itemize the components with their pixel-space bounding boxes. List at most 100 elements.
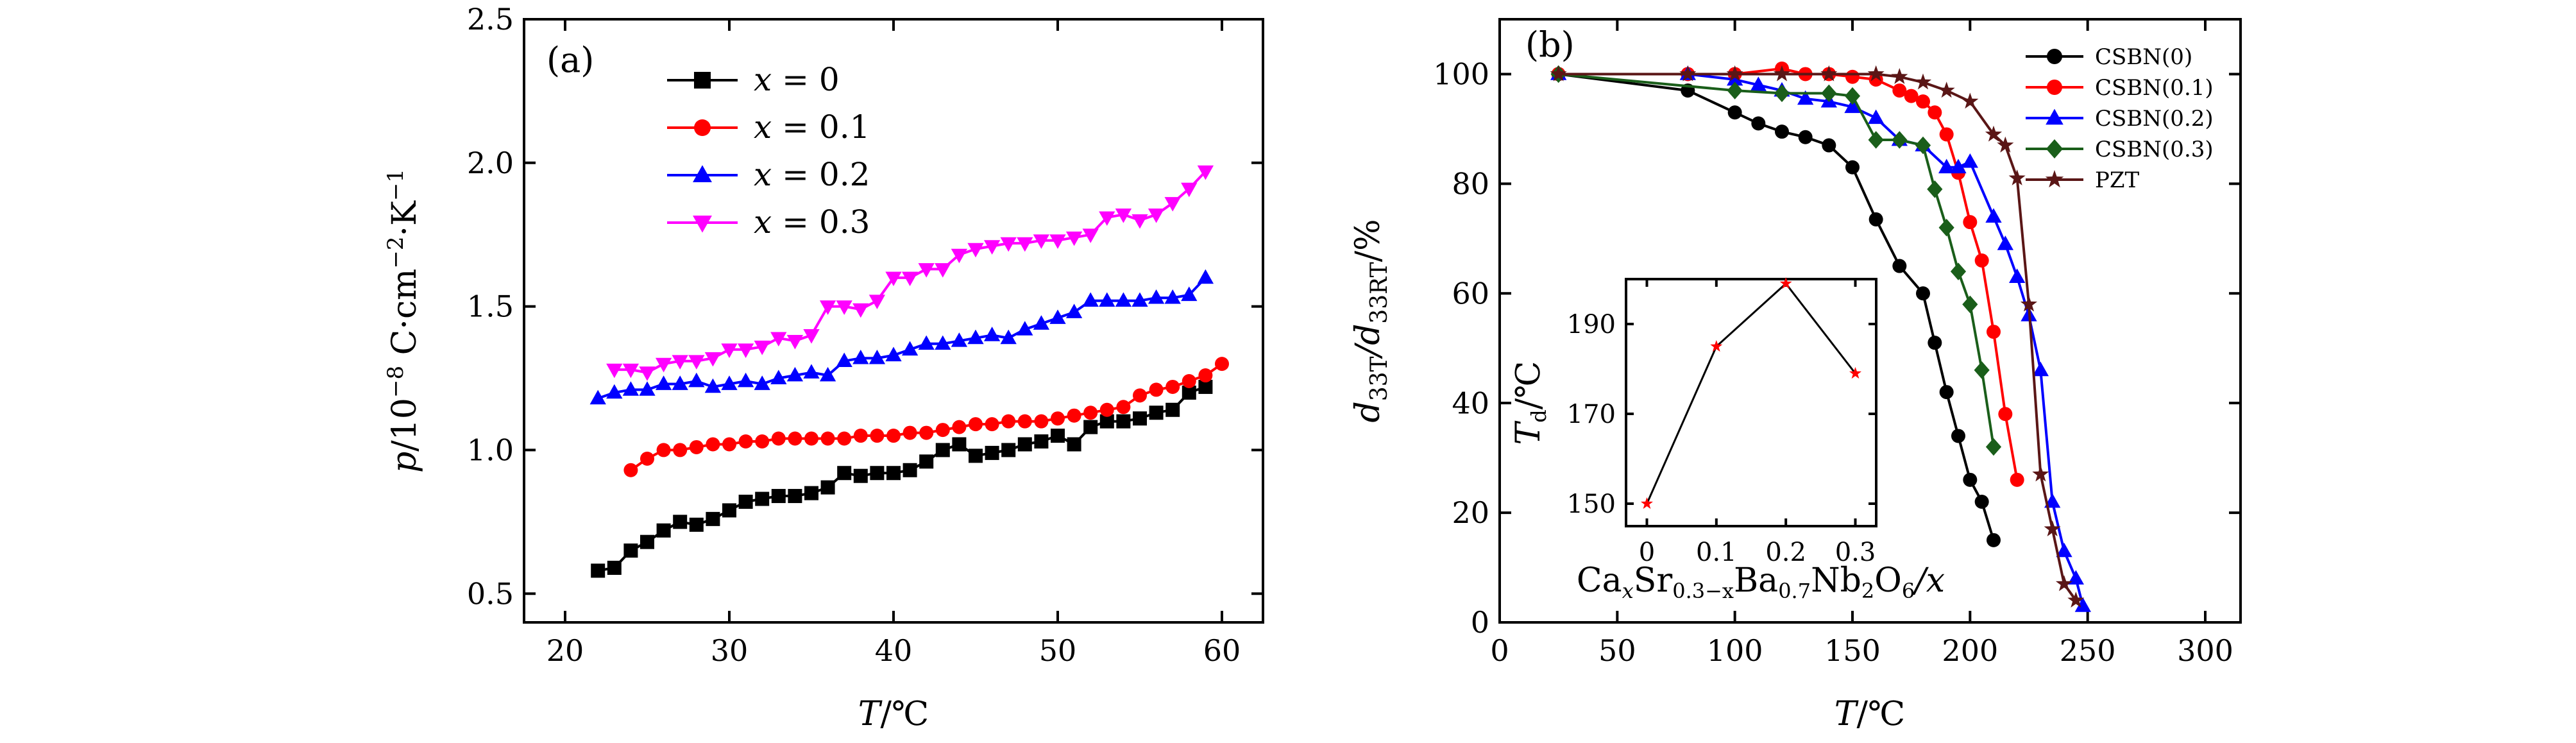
chart-b-xlabel: T/℃ (1835, 695, 1905, 733)
data-point (738, 434, 753, 448)
data-point (1067, 437, 1081, 452)
data-point (2010, 472, 2024, 487)
x-tick-label: 0.1 (1696, 538, 1737, 567)
data-point (1198, 379, 1213, 394)
data-point (1868, 131, 1884, 149)
data-point (804, 431, 818, 446)
data-point (755, 434, 770, 448)
y-tick-label: 60 (1452, 276, 1489, 311)
data-point (918, 263, 935, 278)
data-point (1868, 109, 1885, 124)
data-point (655, 375, 672, 390)
data-point (1963, 215, 1978, 230)
data-point (722, 437, 736, 452)
x-tick-label: 20 (547, 633, 584, 668)
data-point (1938, 158, 1955, 174)
data-point (1017, 437, 1032, 452)
data-point (673, 515, 688, 529)
series-line (597, 277, 1207, 400)
data-point (902, 425, 917, 440)
data-point (1017, 414, 1032, 429)
data-point (721, 343, 738, 358)
inset-background (1626, 279, 1876, 526)
data-point (1082, 292, 1099, 307)
data-point (901, 271, 919, 287)
y-tick-label: 100 (1433, 57, 1489, 92)
data-point (1950, 158, 1967, 174)
data-point (2009, 268, 2026, 283)
data-point (1914, 73, 1932, 90)
x-tick-label: 40 (875, 633, 913, 668)
data-point (1083, 406, 1098, 420)
data-point (704, 352, 722, 367)
data-point (1033, 234, 1050, 249)
data-point (2056, 542, 2072, 558)
data-point (819, 300, 836, 315)
data-point (672, 355, 688, 370)
data-point (655, 357, 672, 373)
data-point (672, 375, 688, 390)
legend-marker (2045, 170, 2064, 188)
data-point (771, 431, 786, 446)
data-point (837, 431, 852, 446)
data-point (803, 329, 820, 344)
data-point (591, 563, 606, 578)
data-point (1131, 292, 1148, 307)
data-point (755, 491, 770, 506)
data-point (1928, 105, 1942, 120)
data-point (819, 366, 836, 382)
data-point (1017, 237, 1033, 252)
chart-a: 20 30 40 50 600.51.01.52.02.5 (a) x = 0x = 0… (383, 2, 1264, 733)
data-point (1779, 277, 1792, 289)
data-point (1164, 289, 1181, 304)
data-point (754, 375, 770, 390)
data-point (1939, 127, 1954, 142)
x-tick-label: 100 (1707, 633, 1763, 668)
y-tick-label: 1.5 (467, 289, 514, 324)
x-tick-label: 0 (1639, 538, 1655, 567)
legend-marker (2047, 49, 2062, 64)
data-point (1182, 374, 1196, 388)
legend-label: PZT (2095, 167, 2140, 193)
data-point (1065, 303, 1083, 318)
data-point (1017, 321, 1033, 336)
data-point (983, 240, 1001, 255)
data-point (1099, 292, 1115, 307)
x-tick-label: 200 (1942, 633, 1998, 668)
x-tick-label: 250 (2060, 633, 2116, 668)
data-point (640, 534, 654, 549)
data-point (640, 451, 654, 466)
data-point (1148, 209, 1165, 223)
data-point (1133, 411, 1147, 426)
data-point (967, 243, 984, 258)
data-point (1181, 286, 1198, 302)
chart-a-ylabel: p/10−8 C·cm−2·K−1 (383, 169, 424, 473)
data-point (820, 431, 835, 446)
data-point (885, 346, 902, 362)
data-point (1197, 165, 1214, 180)
data-point (1049, 234, 1066, 249)
data-point (1164, 197, 1181, 212)
data-point (870, 429, 885, 443)
data-point (1001, 414, 1016, 429)
data-point (886, 429, 901, 443)
data-point (673, 443, 688, 457)
y-tick-label: 2.0 (467, 146, 514, 180)
data-point (1727, 81, 1743, 99)
data-point (1985, 125, 2003, 142)
data-point (935, 443, 950, 457)
data-point (870, 466, 885, 481)
x-tick-label: 300 (2177, 633, 2233, 668)
data-point (1773, 65, 1791, 81)
data-point (1215, 357, 1229, 372)
chart-a-frame (523, 18, 1264, 624)
data-point (1001, 443, 1016, 457)
legend-label: x = 0.2 (754, 156, 870, 193)
data-point (969, 448, 983, 463)
data-point (1987, 325, 2001, 339)
data-point (738, 495, 753, 509)
data-point (1928, 336, 1942, 350)
data-point (704, 378, 722, 393)
data-point (1974, 361, 1990, 379)
data-point (788, 489, 802, 504)
